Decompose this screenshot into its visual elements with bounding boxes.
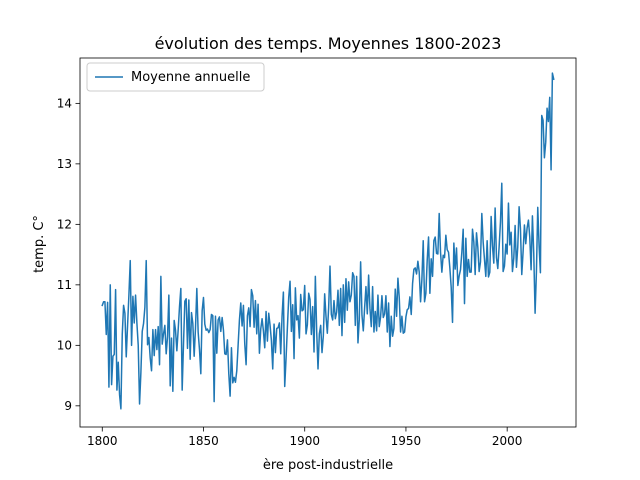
y-tick-label: 14 [57, 96, 72, 110]
y-tick-label: 10 [57, 338, 72, 352]
legend: Moyenne annuelle [86, 62, 265, 92]
series-line-0 [101, 72, 555, 410]
legend-box [86, 62, 265, 92]
x-axis-label: ère post-industrielle [263, 458, 393, 473]
axes-frame [79, 57, 577, 428]
plot-area: 1800 1850 1900 1950 2000 9 10 11 12 13 14 [57, 57, 577, 448]
y-tick-label: 11 [57, 278, 72, 292]
x-tick-label: 1900 [289, 434, 320, 448]
y-tick-label: 12 [57, 217, 72, 231]
x-tick-label: 2000 [492, 434, 523, 448]
x-tick-label: 1800 [87, 434, 118, 448]
x-tick-label: 1850 [188, 434, 219, 448]
y-tick-label: 13 [57, 157, 72, 171]
legend-label: Moyenne annuelle [131, 70, 250, 85]
x-tick-label: 1950 [391, 434, 422, 448]
y-axis-label: temp. C° [32, 215, 47, 273]
chart-title: évolution des temps. Moyennes 1800-2023 [155, 34, 502, 53]
y-tick-label: 9 [64, 399, 72, 413]
